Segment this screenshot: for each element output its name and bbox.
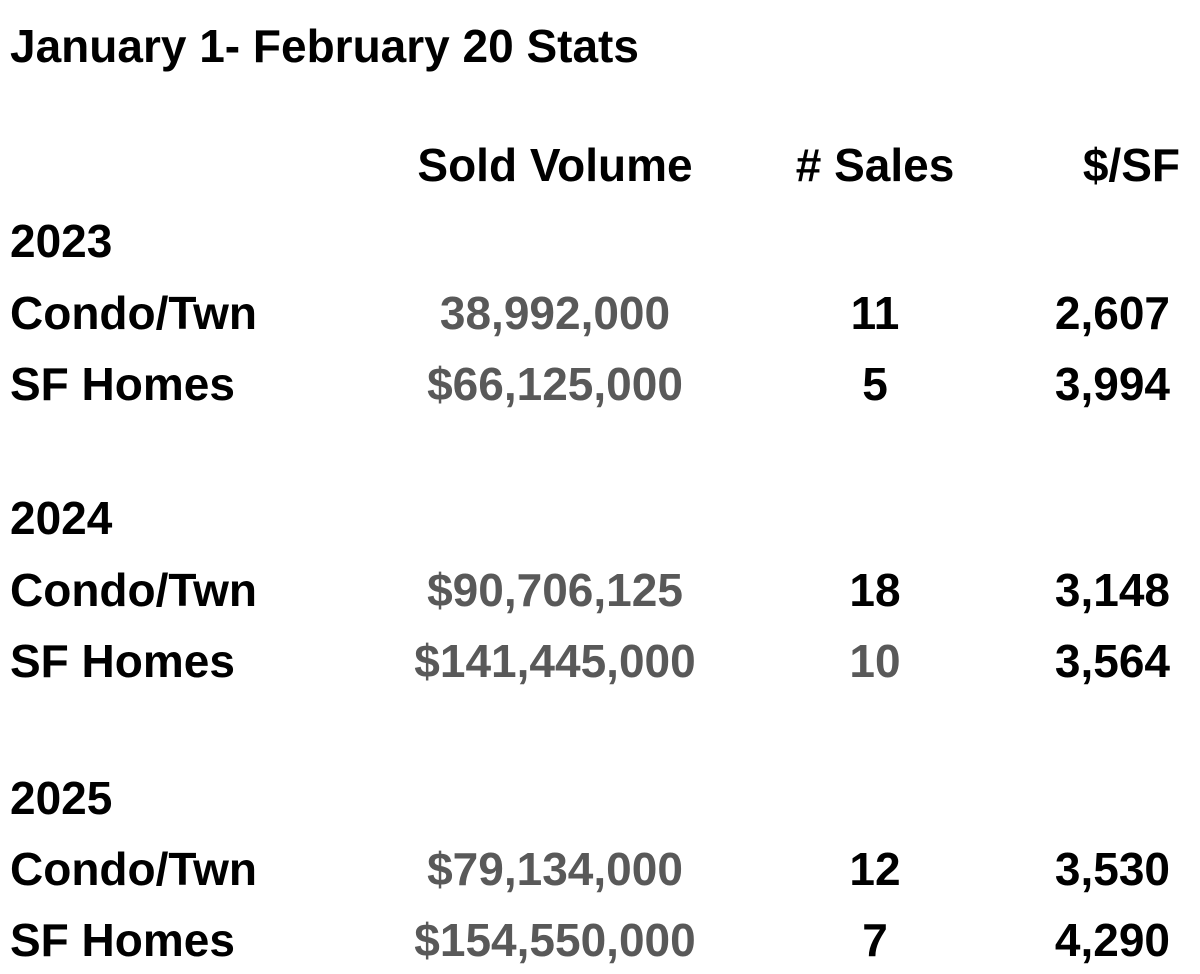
row-label: SF Homes xyxy=(10,635,235,687)
price-per-sf-value: 3,148 xyxy=(1054,564,1170,616)
sold-volume-value: $79,134,000 xyxy=(427,843,683,895)
row-label: Condo/Twn xyxy=(10,564,257,616)
header-price-per-sf: $/SF xyxy=(1082,139,1180,191)
sales-count-value: 5 xyxy=(862,358,888,410)
row-label: SF Homes xyxy=(10,914,235,966)
sold-volume-value: 38,992,000 xyxy=(439,287,671,339)
page-title: January 1- February 20 Stats xyxy=(10,20,639,72)
sales-count-value: 18 xyxy=(849,564,901,616)
year-heading-2024: 2024 xyxy=(10,492,113,544)
sold-volume-value: $66,125,000 xyxy=(427,358,683,410)
table-row: SF Homes $141,445,000 10 3,564 xyxy=(0,633,1200,693)
table-row: Condo/Twn 38,992,000 11 2,607 xyxy=(0,285,1200,345)
header-sales: # Sales xyxy=(795,139,955,191)
row-label: Condo/Twn xyxy=(10,287,257,339)
sold-volume-value: $141,445,000 xyxy=(414,635,696,687)
row-label: Condo/Twn xyxy=(10,843,257,895)
table-row: SF Homes $66,125,000 5 3,994 xyxy=(0,356,1200,416)
sales-count-value: 7 xyxy=(862,914,888,966)
sold-volume-value: $154,550,000 xyxy=(414,914,696,966)
price-per-sf-value: 3,530 xyxy=(1054,843,1170,895)
sales-count-value: 12 xyxy=(849,843,901,895)
table-row: Condo/Twn $79,134,000 12 3,530 xyxy=(0,841,1200,901)
row-label: SF Homes xyxy=(10,358,235,410)
table-row: SF Homes $154,550,000 7 4,290 xyxy=(0,912,1200,972)
header-sold-volume: Sold Volume xyxy=(417,139,693,191)
table-row: Condo/Twn $90,706,125 18 3,148 xyxy=(0,562,1200,622)
price-per-sf-value: 4,290 xyxy=(1054,914,1170,966)
sales-count-value: 11 xyxy=(850,287,900,339)
sales-count-value: 10 xyxy=(849,635,901,687)
price-per-sf-value: 3,564 xyxy=(1054,635,1170,687)
price-per-sf-value: 3,994 xyxy=(1054,358,1170,410)
price-per-sf-value: 2,607 xyxy=(1054,287,1170,339)
sold-volume-value: $90,706,125 xyxy=(427,564,683,616)
year-heading-2023: 2023 xyxy=(10,215,113,267)
year-heading-2025: 2025 xyxy=(10,772,113,824)
